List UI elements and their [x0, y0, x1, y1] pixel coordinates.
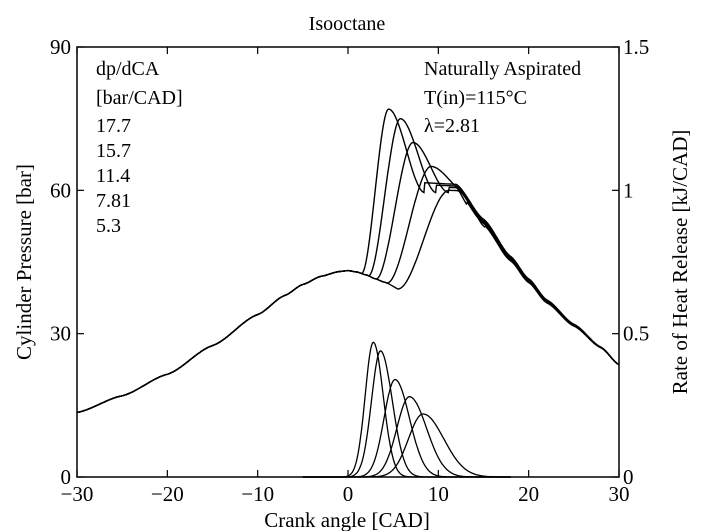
left-y-axis: 0 30 60 90: [50, 35, 84, 489]
pressure-curve: [76, 189, 620, 414]
legend-entry: 15.7: [96, 140, 131, 162]
legend-block: dp/dCA [bar/CAD] 17.7 15.7 11.4 7.81 5.3: [96, 58, 183, 237]
plot-frame: [76, 46, 620, 478]
legend-entry: 5.3: [96, 215, 121, 237]
y2-tick-label: 0.5: [623, 322, 649, 346]
x-tick-label: 20: [518, 482, 539, 506]
y-tick-label: 0: [61, 465, 72, 489]
heat-release-curve: [302, 341, 511, 478]
pressure-curve: [76, 141, 620, 414]
annotation-line: λ=2.81: [424, 115, 480, 137]
plot-curves: [76, 108, 620, 478]
conditions-annotation: Naturally Aspirated T(in)=115°C λ=2.81: [424, 58, 581, 137]
y-tick-label: 30: [50, 322, 71, 346]
x-axis: −30 −20 −10 0 10 20 30: [61, 47, 630, 506]
annotation-line: T(in)=115°C: [424, 87, 527, 109]
legend-header-1: dp/dCA: [96, 58, 160, 80]
x-tick-label: 0: [343, 482, 354, 506]
x-axis-label: Crank angle [CAD]: [264, 508, 430, 531]
legend-entry: 17.7: [96, 115, 131, 137]
pressure-curve: [76, 108, 620, 414]
legend-entry: 11.4: [96, 165, 130, 187]
right-y-axis-label: Rate of Heat Release [kJ/CAD]: [668, 130, 692, 395]
annotation-line: Naturally Aspirated: [424, 58, 581, 80]
legend-entry: 7.81: [96, 190, 131, 212]
legend-header-2: [bar/CAD]: [96, 87, 183, 109]
x-tick-label: −30: [61, 482, 94, 506]
heat-release-curve: [302, 413, 511, 478]
heat-release-curve: [302, 378, 511, 478]
pressure-curve: [76, 117, 620, 414]
y-tick-label: 90: [50, 35, 71, 59]
right-y-axis: 0 0.5 1 1.5: [612, 35, 649, 489]
x-tick-label: 10: [428, 482, 449, 506]
y2-tick-label: 1: [623, 178, 634, 202]
y2-tick-label: 0: [623, 465, 634, 489]
x-tick-label: −20: [151, 482, 184, 506]
x-tick-label: 30: [609, 482, 630, 506]
y-tick-label: 60: [50, 178, 71, 202]
y2-tick-label: 1.5: [623, 35, 649, 59]
chart-title: Isooctane: [309, 13, 386, 35]
heat-release-curve: [302, 350, 511, 478]
x-tick-label: −10: [241, 482, 274, 506]
left-y-axis-label: Cylinder Pressure [bar]: [12, 164, 36, 360]
